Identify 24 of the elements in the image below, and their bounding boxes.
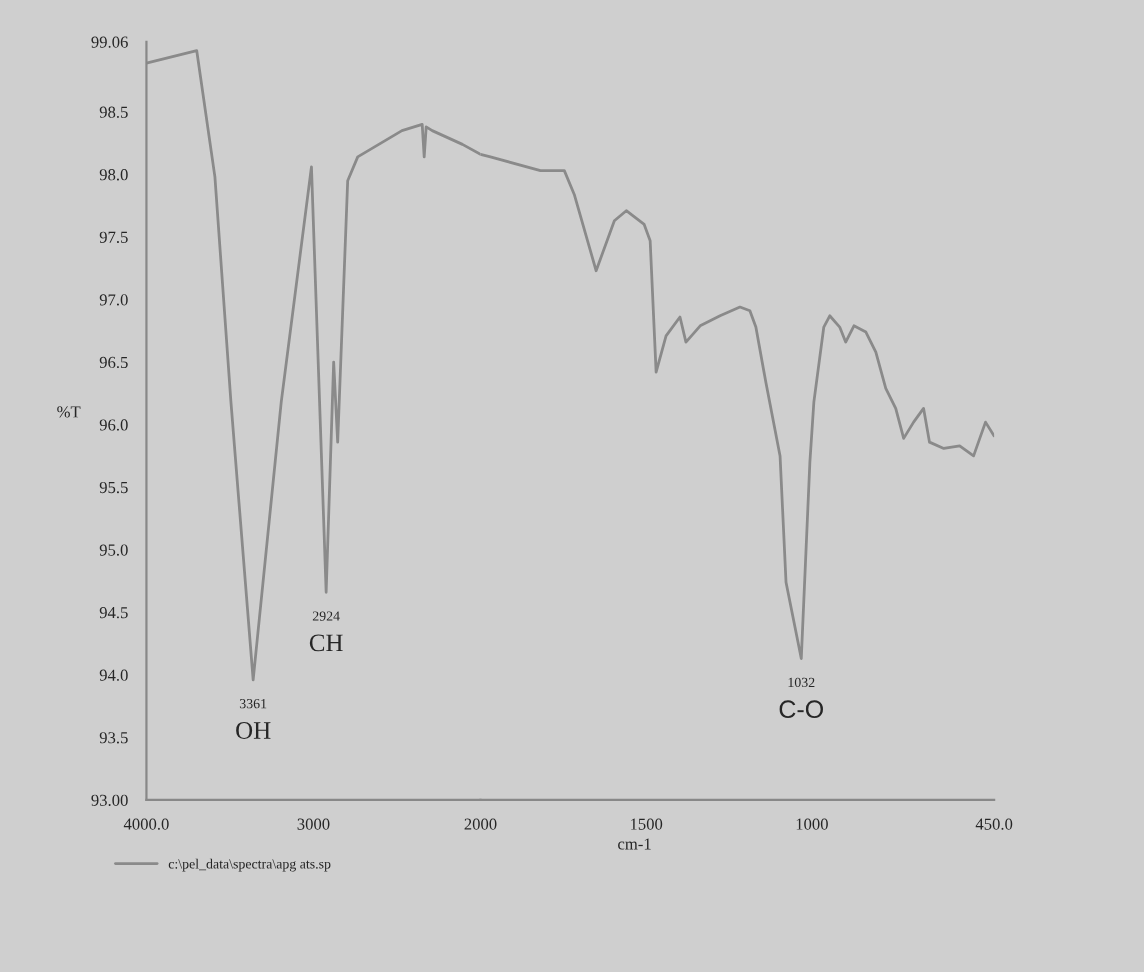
y-tick-label: 95.5 xyxy=(99,481,128,494)
y-tick-label: 99.06 xyxy=(91,36,128,48)
y-tick-label: 93.5 xyxy=(99,732,128,744)
x-tick-label: 2000 xyxy=(464,818,497,830)
y-tick-label: 95.0 xyxy=(99,544,128,556)
x-tick-label: 450.0 xyxy=(975,818,1013,830)
y-tick-label: 97.5 xyxy=(99,231,128,243)
y-tick-label: 93.00 xyxy=(91,794,128,806)
y-axis-title: %T xyxy=(57,406,81,418)
y-tick-label: 97.0 xyxy=(99,294,128,306)
annotation: OH xyxy=(236,722,271,739)
y-tick-label: 94.0 xyxy=(99,669,128,681)
x-axis-title: cm-1 xyxy=(618,838,651,850)
y-tick-label: 96.5 xyxy=(99,356,128,369)
x-tick-label: 1500 xyxy=(630,818,663,830)
y-tick-label: 98.0 xyxy=(99,169,128,181)
x-tick-label: 1000 xyxy=(796,818,828,830)
y-tick-label: 94.5 xyxy=(99,607,128,619)
annotation: C-O xyxy=(779,700,823,719)
annotation: CH xyxy=(309,634,343,652)
y-tick-label: 96.0 xyxy=(99,419,128,431)
x-tick-label: 4000.0 xyxy=(123,818,169,830)
x-tick-label: 3000 xyxy=(297,818,330,830)
y-tick-label: 98.5 xyxy=(99,106,128,118)
